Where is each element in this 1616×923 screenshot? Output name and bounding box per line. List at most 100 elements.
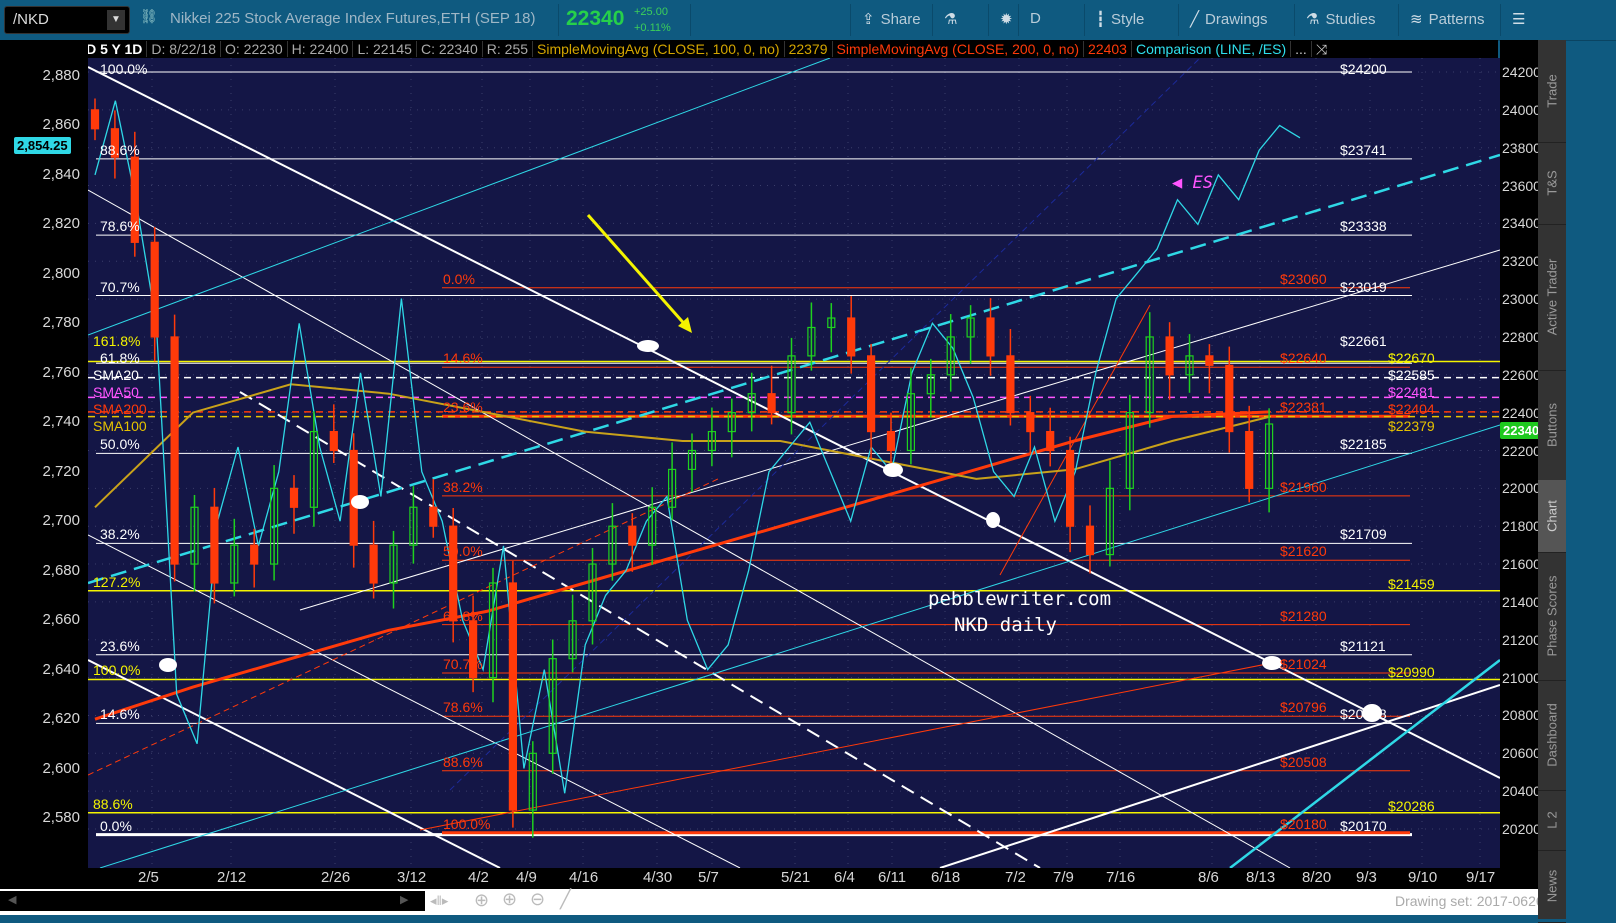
zoom-out-icon[interactable]: ⊖ (530, 889, 546, 909)
drawing-set-selector[interactable]: Drawing set: 2017-0626 (1395, 893, 1544, 909)
time-axis-tick: 5/21 (781, 869, 811, 886)
sma-level-name: SMA20 (93, 366, 139, 383)
fib-white-price: $23019 (1340, 279, 1387, 295)
menu-list-button[interactable]: ☰ (1512, 10, 1531, 28)
link-chain-icon[interactable]: ⛓ (140, 8, 158, 24)
sma100-study-label[interactable]: SimpleMovingAvg (CLOSE, 100, 0, no) (533, 41, 785, 57)
more-studies[interactable]: ... (1291, 41, 1312, 57)
sma200-study-label[interactable]: SimpleMovingAvg (CLOSE, 200, 0, no) (832, 41, 1085, 57)
share-button[interactable]: ⇪ Share (862, 10, 921, 28)
candle-style-icon: ┇ (1096, 11, 1106, 28)
scroll-right-icon[interactable]: ▶ (400, 894, 409, 906)
side-tab-label: Active Trader (1544, 258, 1560, 336)
chart-area[interactable]: pebblewriter.com NKD daily ◀ ES 88.6% $23… (88, 58, 1500, 868)
share-icon: ⇪ (862, 11, 875, 28)
candle-body (847, 317, 856, 357)
candle-body (767, 393, 776, 414)
candle-body (727, 412, 736, 433)
side-tab-trade[interactable]: Trade (1538, 40, 1566, 143)
side-tab-label: Dashboard (1544, 703, 1560, 767)
side-tab-dashboard[interactable]: Dashboard (1538, 680, 1566, 791)
chart-info-line: /NKD 5 Y 1D D: 8/22/18 O: 22230 H: 22400 L: … (58, 40, 1498, 59)
candle-body (886, 430, 896, 452)
trendline-navy-dashed (449, 58, 1201, 791)
crosshair-icon[interactable]: ⊕ (474, 890, 490, 910)
time-axis-tick: 3/12 (397, 869, 427, 886)
fib-red-price: $21024 (1280, 656, 1327, 672)
left-axis-tick: 2,720 (42, 462, 80, 480)
flask-icon: ⚗ (1306, 11, 1320, 28)
fib-white-pct: 61.8% (100, 349, 140, 366)
style-button[interactable]: ┇ Style (1096, 10, 1144, 28)
side-tab-news[interactable]: News (1538, 850, 1566, 923)
candle-body (1264, 423, 1274, 489)
toolbar: /NKD ▼ ⛓ Nikkei 225 Stock Average Index … (0, 0, 1616, 41)
fib-white-price: $20758 (1340, 706, 1387, 722)
left-axis-tick: 2,680 (42, 561, 80, 579)
chart-canvas (88, 58, 1500, 868)
gear-button[interactable]: ✹ (1000, 10, 1019, 28)
side-tab-label: L 2 (1544, 811, 1560, 829)
side-tab-chart[interactable]: Chart (1538, 480, 1566, 553)
right-axis-tick: 20600 (1502, 745, 1541, 762)
left-axis-tick: 2,700 (42, 512, 80, 530)
sma-level-price: $22404 (1388, 401, 1435, 417)
price-scale-toggle-icon[interactable]: ⤨ (1315, 41, 1328, 57)
side-tab-t-s[interactable]: T&S (1538, 142, 1566, 225)
drawing-tool-icon[interactable]: ╱ (560, 889, 571, 909)
candle-body (807, 326, 816, 357)
candle-body (210, 506, 219, 584)
symbol-value: /NKD (13, 11, 49, 28)
time-axis-tick: 7/2 (1005, 869, 1026, 886)
right-axis-tick: 20800 (1502, 707, 1541, 724)
right-axis-tick: 21200 (1502, 631, 1541, 648)
candle-body (648, 506, 657, 546)
drawings-button[interactable]: ╱ Drawings (1190, 10, 1268, 28)
sma-level-name: SMA50 (93, 383, 139, 400)
candle-body (588, 563, 597, 622)
fib-red-pct: 50.0% (443, 543, 483, 559)
chevron-down-icon[interactable]: ▼ (107, 10, 125, 30)
time-axis-tick: 9/10 (1408, 869, 1438, 886)
left-axis-tick: 2,780 (42, 314, 80, 332)
scroll-left-icon[interactable]: ◀ (8, 894, 17, 906)
candle-body (90, 109, 100, 130)
side-tab-phase-scores[interactable]: Phase Scores (1538, 552, 1566, 681)
right-axis-tick: 21000 (1502, 669, 1541, 686)
studies-button[interactable]: ⚗ Studies (1306, 10, 1376, 28)
patterns-button[interactable]: ≋ Patterns (1410, 10, 1484, 28)
candle-body (508, 582, 517, 811)
time-axis-tick: 4/2 (468, 869, 489, 886)
right-axis-tick: 22200 (1502, 442, 1541, 459)
time-axis-tick: 7/16 (1106, 869, 1136, 886)
time-axis-tick: 9/3 (1356, 869, 1377, 886)
price-change: +25.00 +0.11% (634, 4, 671, 36)
side-tab-l-2[interactable]: L 2 (1538, 790, 1566, 851)
fib-yellow-price: $22670 (1388, 350, 1435, 366)
right-axis-tick: 23200 (1502, 253, 1541, 270)
candle-body (1105, 487, 1115, 556)
pivot-markers (159, 214, 1382, 722)
candle-body (827, 317, 836, 329)
zoom-in-icon[interactable]: ⊕ (502, 889, 518, 909)
candle-body (667, 468, 677, 508)
comparison-study-label[interactable]: Comparison (LINE, /ES) (1131, 41, 1292, 57)
fib-red-price: $20796 (1280, 699, 1327, 715)
expand-time-icon[interactable]: ◂‖▸ (430, 893, 449, 908)
side-tab-active-trader[interactable]: Active Trader (1538, 224, 1566, 371)
side-tab-buttons[interactable]: Buttons (1538, 370, 1566, 481)
fib-white-pct: 14.6% (100, 706, 140, 722)
fib-red-price: $22381 (1280, 399, 1327, 415)
fib-white-pct: 100.0% (100, 61, 148, 77)
horizontal-scrollbar[interactable]: ◀ ▶ (0, 891, 425, 911)
trendline-red-thin (419, 662, 1273, 831)
flask-icon: ⚗ (944, 11, 958, 28)
d-button[interactable]: D (1030, 10, 1041, 27)
candle-body (906, 393, 916, 452)
fib-red-price: $22640 (1280, 350, 1327, 366)
symbol-selector[interactable]: /NKD ▼ (4, 6, 130, 34)
flask-button[interactable]: ⚗ (944, 10, 963, 28)
candle-body (608, 525, 617, 565)
yellow-arrow-head (678, 317, 692, 333)
candle-body (230, 544, 239, 584)
